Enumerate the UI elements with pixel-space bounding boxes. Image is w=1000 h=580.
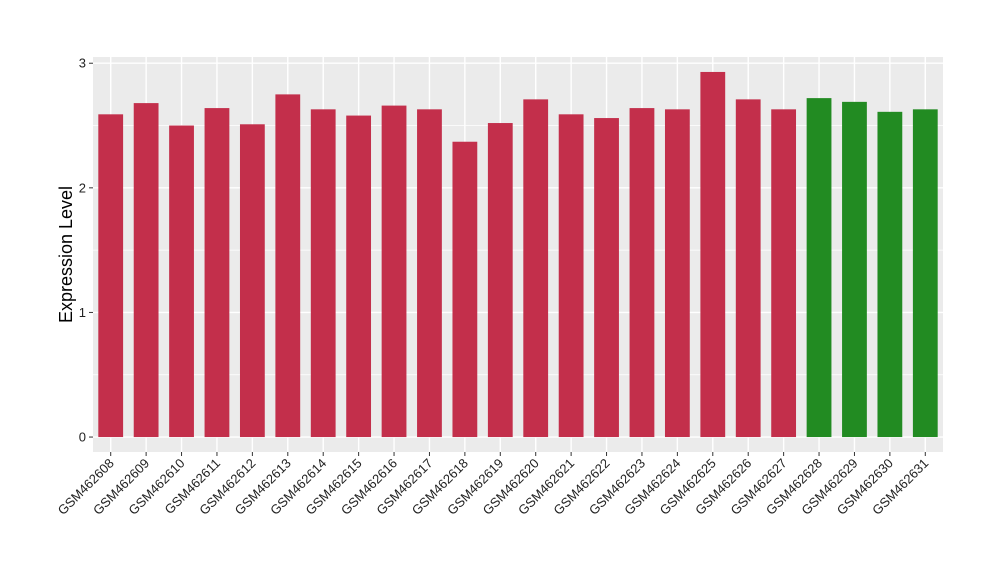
bars [98, 71, 938, 438]
bar-GSM462631 [912, 109, 938, 438]
bar-GSM462622 [594, 118, 619, 438]
bar-GSM462630 [877, 111, 903, 438]
bar-GSM462614 [310, 109, 336, 438]
bar-GSM462623 [629, 108, 655, 438]
y-tick-label: 1 [79, 305, 86, 320]
y-axis: 0 1 2 3 [79, 56, 93, 445]
bar-GSM462620 [523, 99, 549, 438]
bar-GSM462625 [700, 71, 726, 438]
bar-GSM462629 [842, 101, 867, 438]
bar-GSM462613 [275, 94, 301, 438]
bar-GSM462627 [771, 109, 797, 438]
bar-GSM462628 [806, 98, 832, 438]
x-axis: GSM462608GSM462609GSM462610GSM462611GSM4… [55, 452, 931, 518]
y-tick-label: 3 [79, 56, 86, 71]
bar-GSM462618 [452, 141, 478, 438]
y-tick-label: 2 [79, 180, 86, 195]
plot-panel [93, 57, 943, 452]
bar-GSM462616 [381, 105, 407, 438]
bar-GSM462619 [487, 123, 513, 438]
bar-GSM462615 [346, 115, 372, 438]
bar-GSM462608 [98, 114, 124, 438]
bar-GSM462609 [133, 103, 159, 438]
y-axis-title: Expression Level [56, 186, 76, 323]
bar-GSM462621 [558, 114, 584, 438]
bar-GSM462617 [417, 109, 442, 438]
bar-GSM462611 [204, 108, 230, 438]
bar-GSM462612 [239, 124, 265, 438]
bar-GSM462624 [664, 109, 690, 438]
bar-GSM462626 [735, 99, 761, 438]
y-tick-label: 0 [79, 430, 86, 445]
bar-GSM462610 [169, 125, 194, 438]
